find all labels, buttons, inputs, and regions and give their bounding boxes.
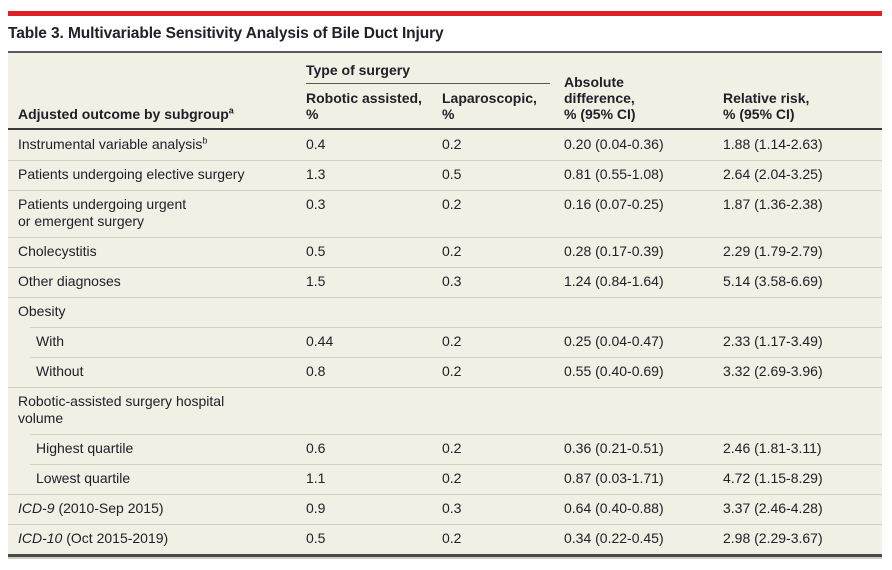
laparoscopic-value: 0.2 bbox=[442, 136, 462, 152]
absolute-difference-value: 0.28 (0.17-0.39) bbox=[564, 243, 664, 259]
relative-risk-value: 1.88 (1.14-2.63) bbox=[723, 136, 823, 152]
relative-risk-value: 2.64 (2.04-3.25) bbox=[723, 166, 823, 182]
absolute-difference-value: 0.87 (0.03-1.71) bbox=[564, 470, 664, 486]
row-label: Patients undergoing urgent or emergent s… bbox=[18, 196, 187, 229]
relative-risk-value bbox=[723, 387, 882, 400]
table-row: Without 0.8 0.2 0.55 (0.40-0.69) 3.32 (2… bbox=[8, 357, 882, 387]
column-header-absolute-difference: Absolute difference, % (95% CI) bbox=[564, 74, 636, 122]
row-label: ICD-10 (Oct 2015-2019) bbox=[18, 530, 169, 546]
robotic-assisted-value: 0.4 bbox=[306, 136, 326, 152]
table-row: With 0.44 0.2 0.25 (0.04-0.47) 2.33 (1.1… bbox=[8, 327, 882, 357]
sensitivity-analysis-table: Adjusted outcome by subgroupa Type of su… bbox=[8, 51, 882, 557]
column-header-adjusted-outcome-label: Adjusted outcome by subgroup bbox=[18, 106, 229, 122]
laparoscopic-value bbox=[442, 297, 564, 310]
relative-risk-value bbox=[723, 297, 882, 310]
absolute-difference-value bbox=[564, 387, 723, 400]
robotic-assisted-value: 1.5 bbox=[306, 273, 326, 289]
table-row: Patients undergoing elective surgery 1.3… bbox=[8, 160, 882, 190]
robotic-assisted-value: 0.8 bbox=[306, 363, 326, 379]
laparoscopic-value: 0.2 bbox=[442, 530, 462, 546]
table-row: Obesity bbox=[8, 297, 882, 327]
robotic-assisted-value: 1.3 bbox=[306, 166, 326, 182]
laparoscopic-value: 0.2 bbox=[442, 333, 462, 349]
row-label: With bbox=[36, 333, 64, 349]
absolute-difference-value: 0.36 (0.21-0.51) bbox=[564, 440, 664, 456]
laparoscopic-value: 0.2 bbox=[442, 440, 462, 456]
table-header: Adjusted outcome by subgroupa Type of su… bbox=[8, 51, 882, 130]
row-label: Cholecystitis bbox=[18, 243, 97, 259]
row-label: Instrumental variable analysisb bbox=[18, 135, 208, 152]
column-header-robotic-assisted: Robotic assisted, % bbox=[306, 90, 422, 122]
table-row: Lowest quartile 1.1 0.2 0.87 (0.03-1.71)… bbox=[8, 464, 882, 494]
column-header-adjusted-outcome: Adjusted outcome by subgroupa bbox=[8, 106, 306, 122]
row-label: Highest quartile bbox=[36, 440, 134, 456]
row-label: Other diagnoses bbox=[18, 273, 121, 289]
table-row: Cholecystitis 0.5 0.2 0.28 (0.17-0.39) 2… bbox=[8, 237, 882, 267]
laparoscopic-value: 0.2 bbox=[442, 196, 462, 212]
absolute-difference-value: 0.55 (0.40-0.69) bbox=[564, 363, 664, 379]
absolute-difference-value: 0.64 (0.40-0.88) bbox=[564, 500, 664, 516]
robotic-assisted-value: 0.3 bbox=[306, 196, 326, 212]
robotic-assisted-value: 1.1 bbox=[306, 470, 326, 486]
column-group-label: Type of surgery bbox=[306, 62, 410, 78]
absolute-difference-value: 0.25 (0.04-0.47) bbox=[564, 333, 664, 349]
robotic-assisted-value bbox=[306, 297, 442, 310]
relative-risk-value: 3.32 (2.69-3.96) bbox=[723, 363, 823, 379]
robotic-assisted-value: 0.5 bbox=[306, 243, 326, 259]
table-row: Patients undergoing urgent or emergent s… bbox=[8, 190, 882, 237]
robotic-assisted-value: 0.5 bbox=[306, 530, 326, 546]
robotic-assisted-value: 0.9 bbox=[306, 500, 326, 516]
table-row: Robotic-assisted surgery hospital volume bbox=[8, 387, 882, 434]
column-group-type-of-surgery: Type of surgery bbox=[306, 62, 550, 84]
absolute-difference-value: 0.34 (0.22-0.45) bbox=[564, 530, 664, 546]
relative-risk-value: 2.46 (1.81-3.11) bbox=[723, 440, 822, 456]
row-label: Lowest quartile bbox=[36, 470, 131, 486]
table-title: Table 3. Multivariable Sensitivity Analy… bbox=[8, 25, 444, 42]
column-header-laparoscopic: Laparoscopic, % bbox=[442, 90, 537, 122]
relative-risk-value: 2.33 (1.17-3.49) bbox=[723, 333, 823, 349]
footnote-marker-a: a bbox=[228, 105, 234, 116]
table-row: Highest quartile 0.6 0.2 0.36 (0.21-0.51… bbox=[8, 434, 882, 464]
relative-risk-value: 4.72 (1.15-8.29) bbox=[723, 470, 823, 486]
table-row: ICD-10 (Oct 2015-2019) 0.5 0.2 0.34 (0.2… bbox=[8, 524, 882, 554]
relative-risk-value: 5.14 (3.58-6.69) bbox=[723, 273, 823, 289]
table-row: Other diagnoses 1.5 0.3 1.24 (0.84-1.64)… bbox=[8, 267, 882, 297]
absolute-difference-value: 0.16 (0.07-0.25) bbox=[564, 196, 664, 212]
row-label: Without bbox=[36, 363, 84, 379]
table-row: Instrumental variable analysisb 0.4 0.2 … bbox=[8, 130, 882, 160]
relative-risk-value: 3.37 (2.46-4.28) bbox=[723, 500, 823, 516]
robotic-assisted-value bbox=[306, 387, 442, 400]
absolute-difference-value: 0.81 (0.55-1.08) bbox=[564, 166, 664, 182]
row-label: Obesity bbox=[18, 303, 66, 319]
table-body: Instrumental variable analysisb 0.4 0.2 … bbox=[8, 130, 882, 557]
absolute-difference-value: 1.24 (0.84-1.64) bbox=[564, 273, 664, 289]
robotic-assisted-value: 0.6 bbox=[306, 440, 326, 456]
laparoscopic-value: 0.2 bbox=[442, 470, 462, 486]
laparoscopic-value bbox=[442, 387, 564, 400]
absolute-difference-value bbox=[564, 297, 723, 310]
laparoscopic-value: 0.3 bbox=[442, 500, 462, 516]
relative-risk-value: 1.87 (1.36-2.38) bbox=[723, 196, 823, 212]
row-label: Robotic-assisted surgery hospital volume bbox=[18, 393, 225, 426]
row-label: Patients undergoing elective surgery bbox=[18, 166, 245, 182]
column-header-relative-risk: Relative risk, % (95% CI) bbox=[723, 90, 810, 122]
row-label: ICD-9 (2010-Sep 2015) bbox=[18, 500, 164, 516]
relative-risk-value: 2.98 (2.29-3.67) bbox=[723, 530, 823, 546]
laparoscopic-value: 0.2 bbox=[442, 363, 462, 379]
jama-red-accent-bar bbox=[8, 11, 882, 16]
absolute-difference-value: 0.20 (0.04-0.36) bbox=[564, 136, 664, 152]
footnote-marker-b: b bbox=[202, 135, 208, 146]
laparoscopic-value: 0.3 bbox=[442, 273, 462, 289]
robotic-assisted-value: 0.44 bbox=[306, 333, 334, 349]
table-row: ICD-9 (2010-Sep 2015) 0.9 0.3 0.64 (0.40… bbox=[8, 494, 882, 524]
laparoscopic-value: 0.5 bbox=[442, 166, 462, 182]
relative-risk-value: 2.29 (1.79-2.79) bbox=[723, 243, 823, 259]
laparoscopic-value: 0.2 bbox=[442, 243, 462, 259]
